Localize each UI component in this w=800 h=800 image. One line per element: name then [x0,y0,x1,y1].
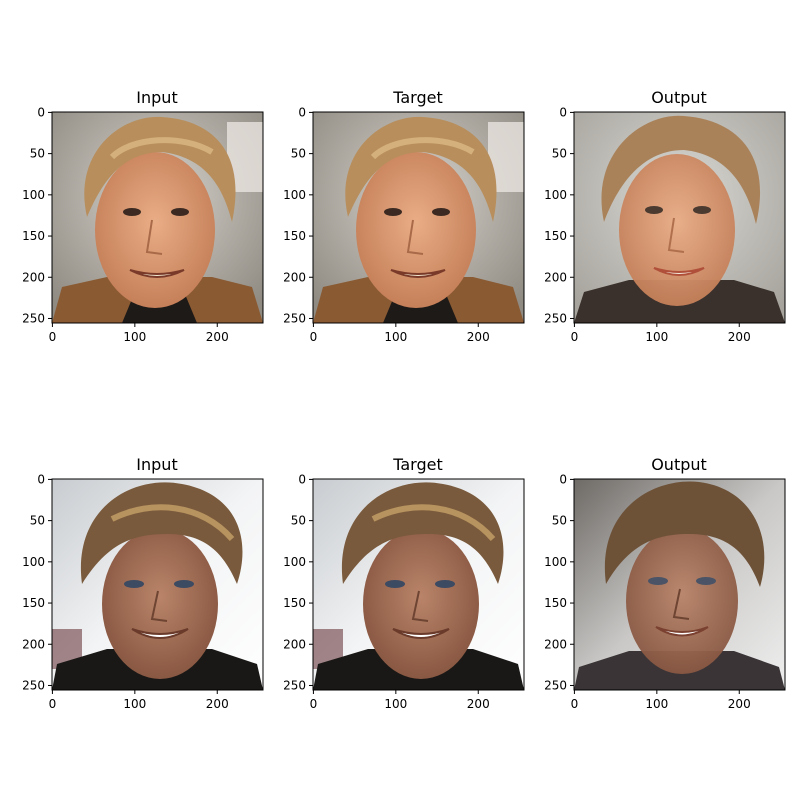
x-tick-label: 0 [571,697,579,711]
y-tick-label: 50 [291,147,306,161]
y-tick-label: 150 [544,229,567,243]
y-tick-label: 150 [544,596,567,610]
axes-6: 0 100 200 0 50 100 150 200 250 [544,472,786,711]
y-tick-label: 200 [283,637,306,651]
face-image [574,112,785,323]
x-tick-label: 100 [384,697,407,711]
y-tick-label: 250 [283,678,306,692]
panel-4: Input [52,455,263,690]
axes-layer: 0 100 200 0 50 100 150 200 250 0 100 200 0 50 100 150 20… [22,105,786,711]
face-image [574,479,785,690]
y-tick-label: 0 [37,105,45,119]
axes-frame [312,111,525,324]
face-image [52,112,263,323]
axes-4: 0 100 200 0 50 100 150 200 250 [22,472,264,711]
y-tick-label: 150 [283,229,306,243]
y-tick-label: 0 [298,105,306,119]
x-tick-label: 200 [467,697,490,711]
panel-6: Output [574,455,785,690]
panel-3: Output [574,88,785,323]
face-image [313,479,524,690]
x-tick-label: 0 [49,330,57,344]
x-tick-label: 0 [571,330,579,344]
y-tick-label: 0 [298,472,306,486]
panel-1: Input [52,88,263,323]
y-tick-label: 250 [544,678,567,692]
x-tick-label: 200 [206,697,229,711]
x-tick-label: 200 [728,697,751,711]
y-tick-label: 0 [559,472,567,486]
y-tick-label: 250 [22,678,45,692]
y-tick-label: 150 [22,596,45,610]
y-tick-label: 0 [37,472,45,486]
y-tick-label: 250 [544,311,567,325]
y-tick-label: 150 [22,229,45,243]
y-tick-label: 100 [22,555,45,569]
axes-frame [51,111,264,324]
y-tick-label: 200 [544,637,567,651]
x-tick-label: 200 [728,330,751,344]
panel-title: Target [392,88,443,107]
y-tick-label: 250 [22,311,45,325]
axes-frame [312,478,525,691]
x-tick-label: 0 [310,330,318,344]
y-tick-label: 200 [22,270,45,284]
face-image [313,112,524,323]
axes-3: 0 100 200 0 50 100 150 200 250 [544,105,786,344]
axes-frame [573,478,786,691]
axes-2: 0 100 200 0 50 100 150 200 250 [283,105,525,344]
y-tick-label: 100 [544,555,567,569]
y-tick-label: 200 [22,637,45,651]
axes-frame [51,478,264,691]
panel-title: Input [136,455,177,474]
axes-1: 0 100 200 0 50 100 150 200 250 [22,105,264,344]
x-tick-label: 200 [206,330,229,344]
y-tick-label: 100 [544,188,567,202]
y-tick-label: 50 [30,514,45,528]
y-tick-label: 50 [30,147,45,161]
panel-title: Output [651,88,707,107]
x-tick-label: 100 [123,330,146,344]
x-tick-label: 100 [123,697,146,711]
y-tick-label: 200 [544,270,567,284]
panel-title: Input [136,88,177,107]
y-tick-label: 50 [291,514,306,528]
x-tick-label: 0 [310,697,318,711]
y-tick-label: 200 [283,270,306,284]
y-tick-label: 0 [559,105,567,119]
y-tick-label: 150 [283,596,306,610]
y-tick-label: 50 [552,514,567,528]
y-tick-label: 100 [22,188,45,202]
y-tick-label: 250 [283,311,306,325]
y-tick-label: 100 [283,555,306,569]
x-tick-label: 200 [467,330,490,344]
x-tick-label: 100 [645,697,668,711]
axes-5: 0 100 200 0 50 100 150 200 250 [283,472,525,711]
x-tick-label: 100 [645,330,668,344]
y-tick-label: 100 [283,188,306,202]
panel-title: Target [392,455,443,474]
face-image [52,479,263,690]
x-tick-label: 0 [49,697,57,711]
y-tick-label: 50 [552,147,567,161]
panel-title: Output [651,455,707,474]
panel-5: Target [313,455,524,690]
panel-2: Target [313,88,524,323]
x-tick-label: 100 [384,330,407,344]
axes-frame [573,111,786,324]
